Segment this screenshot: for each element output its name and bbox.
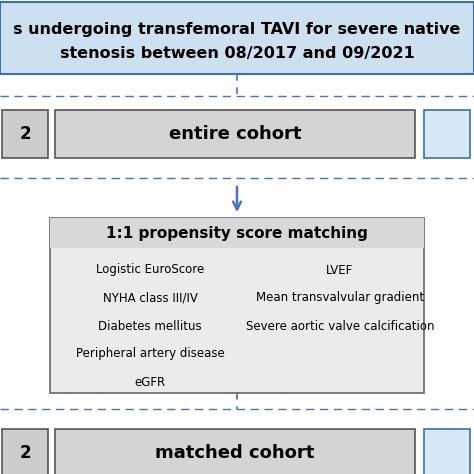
Text: matched cohort: matched cohort: [155, 444, 315, 462]
Text: NYHA class III/IV: NYHA class III/IV: [102, 292, 198, 304]
FancyBboxPatch shape: [2, 110, 48, 158]
Text: LVEF: LVEF: [327, 264, 354, 276]
Text: 2: 2: [19, 125, 31, 143]
FancyBboxPatch shape: [424, 429, 470, 474]
Text: Mean transvalvular gradient: Mean transvalvular gradient: [256, 292, 424, 304]
Text: Severe aortic valve calcification: Severe aortic valve calcification: [246, 319, 434, 332]
Text: entire cohort: entire cohort: [169, 125, 301, 143]
Text: eGFR: eGFR: [135, 375, 165, 389]
Text: s undergoing transfemoral TAVI for severe native: s undergoing transfemoral TAVI for sever…: [13, 22, 461, 37]
Text: Logistic EuroScore: Logistic EuroScore: [96, 264, 204, 276]
FancyBboxPatch shape: [50, 218, 424, 248]
Text: 2: 2: [19, 444, 31, 462]
Text: Diabetes mellitus: Diabetes mellitus: [98, 319, 202, 332]
FancyBboxPatch shape: [0, 2, 474, 74]
FancyBboxPatch shape: [2, 429, 48, 474]
FancyBboxPatch shape: [55, 110, 415, 158]
Text: 1:1 propensity score matching: 1:1 propensity score matching: [106, 226, 368, 240]
Text: stenosis between 08/2017 and 09/2021: stenosis between 08/2017 and 09/2021: [60, 46, 414, 61]
Text: Peripheral artery disease: Peripheral artery disease: [76, 347, 224, 361]
FancyBboxPatch shape: [50, 218, 424, 393]
FancyBboxPatch shape: [55, 429, 415, 474]
FancyBboxPatch shape: [424, 110, 470, 158]
